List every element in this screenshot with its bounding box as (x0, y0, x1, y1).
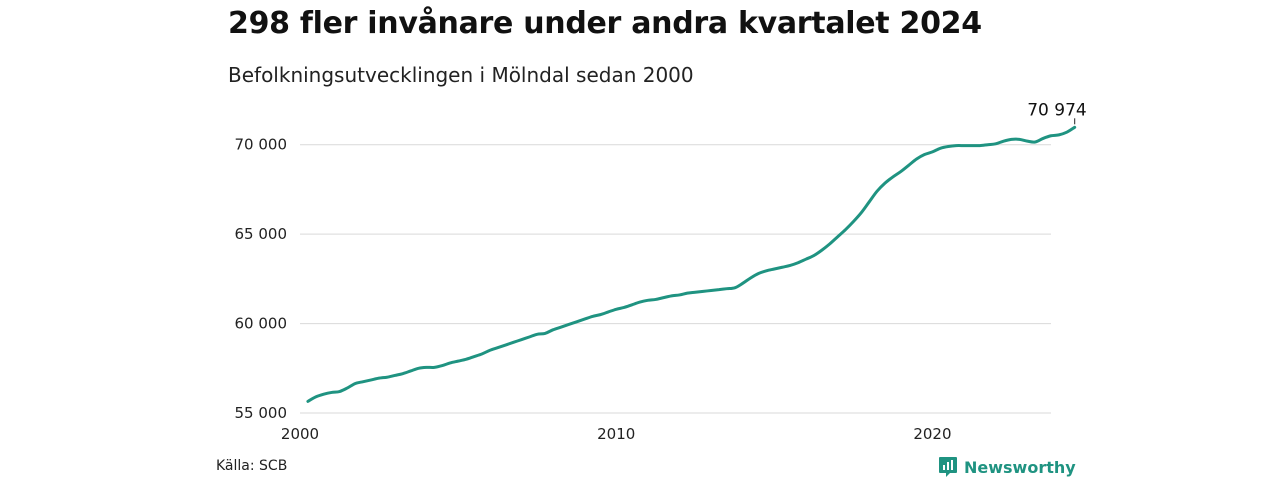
y-axis-ticks: 55 000 60 000 65 000 70 000 (235, 136, 288, 422)
x-tick-label: 2000 (281, 425, 319, 443)
y-tick-label: 55 000 (235, 404, 288, 422)
y-tick-label: 65 000 (235, 225, 288, 243)
x-axis-ticks: 2000 2010 2020 (281, 425, 952, 443)
end-label-group: 70 974 (1027, 100, 1087, 125)
brand-name: Newsworthy (964, 457, 1076, 477)
y-tick-label: 60 000 (235, 315, 288, 333)
end-value-label: 70 974 (1027, 100, 1086, 120)
newsworthy-logo-icon (939, 457, 957, 477)
chart-title: 298 fler invånare under andra kvartalet … (228, 6, 982, 41)
series-layer (306, 125, 1077, 403)
source-note: Källa: SCB (216, 458, 288, 474)
gridlines (300, 144, 1051, 414)
y-tick-label: 70 000 (235, 136, 288, 154)
brand-logo[interactable]: Newsworthy (938, 456, 1076, 478)
chart-subtitle: Befolkningsutvecklingen i Mölndal sedan … (228, 63, 694, 87)
x-tick-label: 2010 (597, 425, 635, 443)
series-line (306, 125, 1077, 403)
x-tick-label: 2020 (913, 425, 951, 443)
